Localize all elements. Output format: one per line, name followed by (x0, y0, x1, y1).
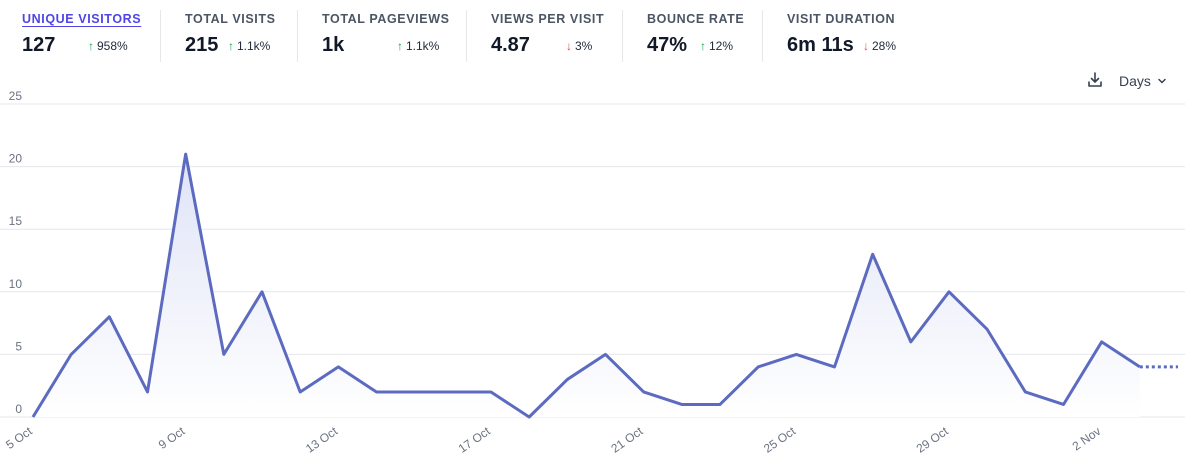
metric-bounce-rate[interactable]: BOUNCE RATE 47% ↑ 12% (647, 10, 757, 62)
data-point[interactable] (523, 411, 535, 423)
x-tick-label: 2 Nov (1070, 424, 1104, 453)
metric-label: TOTAL PAGEVIEWS (322, 12, 450, 26)
metric-visit-duration[interactable]: VISIT DURATION 6m 11s ↓ 28% (787, 10, 927, 62)
data-point[interactable] (638, 386, 650, 398)
metric-change-value: 12% (709, 39, 734, 53)
metric-change: ↑ 958% (88, 39, 128, 53)
data-point[interactable] (1019, 386, 1031, 398)
metric-label: TOTAL VISITS (185, 12, 276, 26)
divider (762, 10, 763, 62)
metric-value: 127 (22, 34, 56, 56)
data-point[interactable] (752, 361, 764, 373)
divider (297, 10, 298, 62)
data-point[interactable] (1134, 361, 1146, 373)
series-line (31, 152, 1141, 419)
data-point[interactable] (218, 348, 230, 360)
y-tick-label: 0 (15, 402, 22, 416)
metric-change: ↑ 1.1k% (228, 39, 270, 53)
data-point[interactable] (1096, 336, 1108, 348)
download-icon[interactable] (1086, 71, 1104, 89)
arrow-up-icon: ↑ (228, 39, 234, 53)
metric-unique-visitors[interactable]: UNIQUE VISITORS 127 ↑ 958% (22, 10, 152, 62)
data-point[interactable] (790, 348, 802, 360)
metrics-bar: UNIQUE VISITORS 127 ↑ 958% TOTAL VISITS 2… (0, 0, 1185, 62)
metric-value: 47% (647, 34, 688, 56)
metric-change-value: 3% (575, 39, 593, 53)
metric-change: ↑ 12% (700, 39, 733, 53)
y-tick-label: 15 (9, 214, 23, 228)
data-point[interactable] (981, 323, 993, 335)
metric-label: VIEWS PER VISIT (491, 12, 605, 26)
metric-total-pageviews[interactable]: TOTAL PAGEVIEWS 1k ↑ 1.1k% (322, 10, 457, 62)
data-point[interactable] (829, 361, 841, 373)
metric-value: 6m 11s (787, 34, 854, 56)
data-point[interactable] (561, 373, 573, 385)
arrow-up-icon: ↑ (397, 39, 403, 53)
data-point[interactable] (294, 386, 306, 398)
metric-change: ↓ 28% (863, 39, 896, 53)
y-tick-label: 25 (9, 89, 23, 103)
series-area (33, 154, 1140, 417)
data-point[interactable] (142, 386, 154, 398)
metric-change-value: 1.1k% (237, 39, 271, 53)
metric-change-value: 1.1k% (406, 39, 440, 53)
y-tick-label: 5 (15, 339, 22, 353)
arrow-up-icon: ↑ (88, 39, 94, 53)
metric-change: ↓ 3% (566, 39, 592, 53)
metric-value: 215 (185, 34, 219, 56)
data-point[interactable] (371, 386, 383, 398)
data-point[interactable] (1058, 398, 1070, 410)
data-point[interactable] (65, 348, 77, 360)
data-point[interactable] (27, 411, 39, 423)
metric-label: VISIT DURATION (787, 12, 896, 26)
x-tick-label: 9 Oct (156, 424, 188, 452)
metric-change: ↑ 1.1k% (397, 39, 439, 53)
data-point[interactable] (409, 386, 421, 398)
data-point[interactable] (447, 386, 459, 398)
divider (160, 10, 161, 62)
metric-change-value: 958% (97, 39, 128, 53)
data-point[interactable] (332, 361, 344, 373)
metric-change-value: 28% (872, 39, 897, 53)
metric-views-per-visit[interactable]: VIEWS PER VISIT 4.87 ↓ 3% (491, 10, 616, 62)
interval-dropdown[interactable]: Days (1119, 72, 1167, 90)
arrow-down-icon: ↓ (863, 39, 869, 53)
divider (466, 10, 467, 62)
data-point[interactable] (676, 398, 688, 410)
data-point[interactable] (905, 336, 917, 348)
interval-label: Days (1119, 73, 1151, 89)
divider (622, 10, 623, 62)
data-point[interactable] (867, 248, 879, 260)
y-tick-label: 10 (9, 277, 23, 291)
data-point[interactable] (103, 311, 115, 323)
x-tick-label: 29 Oct (914, 424, 952, 456)
x-tick-label: 17 Oct (456, 424, 494, 456)
x-tick-label: 13 Oct (303, 424, 341, 456)
y-tick-label: 20 (9, 152, 23, 166)
chevron-down-icon (1158, 78, 1166, 84)
metric-label: BOUNCE RATE (647, 12, 745, 26)
x-tick-label: 25 Oct (761, 424, 799, 456)
data-point[interactable] (256, 286, 268, 298)
metric-value: 1k (322, 34, 345, 56)
data-point[interactable] (485, 386, 497, 398)
data-point[interactable] (1172, 361, 1184, 373)
arrow-up-icon: ↑ (700, 39, 706, 53)
data-point[interactable] (180, 148, 192, 160)
x-tick-label: 5 Oct (3, 424, 35, 452)
x-tick-label: 21 Oct (608, 424, 646, 456)
metric-label: UNIQUE VISITORS (22, 12, 142, 26)
metric-value: 4.87 (491, 34, 530, 56)
data-point[interactable] (714, 398, 726, 410)
metric-total-visits[interactable]: TOTAL VISITS 215 ↑ 1.1k% (185, 10, 290, 62)
data-point[interactable] (600, 348, 612, 360)
data-point[interactable] (943, 286, 955, 298)
arrow-down-icon: ↓ (566, 39, 572, 53)
